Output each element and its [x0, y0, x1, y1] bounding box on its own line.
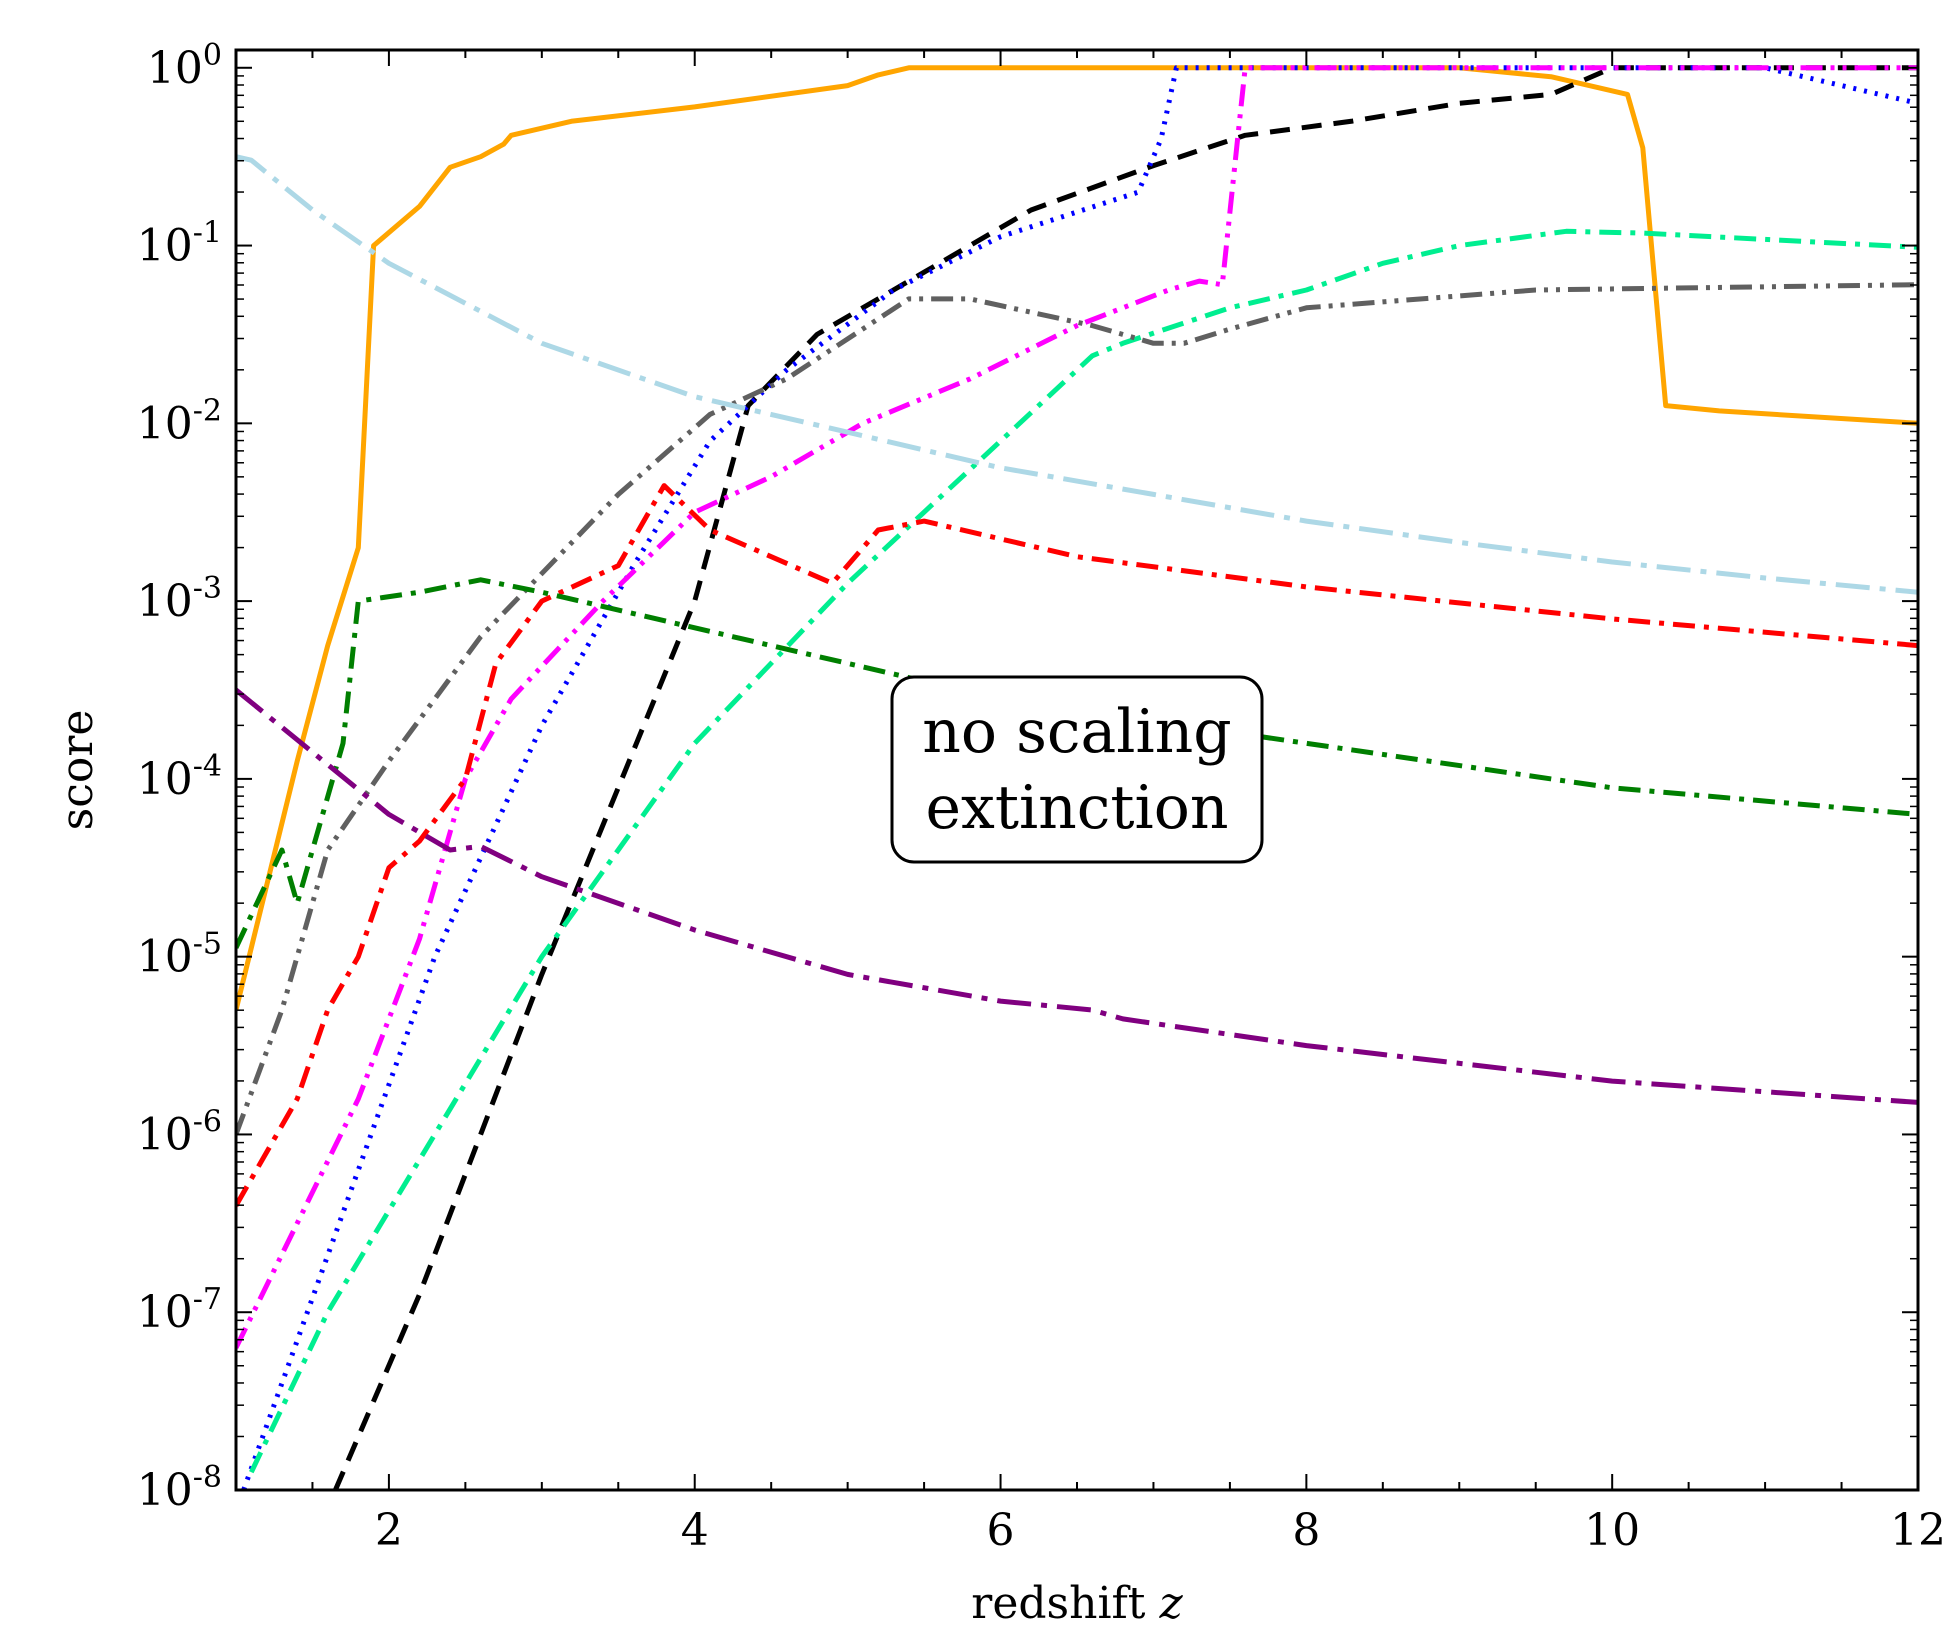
series-line-magenta-dashdotdot — [236, 65, 1918, 1349]
annotation-line-1: no scaling — [922, 697, 1231, 767]
y-tick-label: 10-3 — [137, 571, 222, 627]
x-tick-label: 6 — [987, 1505, 1015, 1556]
series-line-green-dashdot — [236, 577, 1918, 949]
annotation-frame — [890, 675, 1264, 864]
y-tick-label: 10-5 — [137, 927, 222, 983]
plot-frame — [234, 48, 1920, 1492]
y-tick-label: 10-2 — [137, 393, 222, 449]
series-line-gray-dashdotdot — [236, 282, 1918, 1136]
y-tick-label: 10-1 — [137, 216, 222, 272]
series-line-red-dashdot — [236, 483, 1918, 1207]
y-axis-label: score — [52, 710, 103, 831]
y-tick-label: 10-7 — [137, 1282, 222, 1338]
series-line-orange-solid — [236, 65, 1918, 1011]
annotation-box: no scaling extinction — [890, 675, 1264, 864]
y-tick-label: 10-6 — [137, 1104, 222, 1160]
series-line-black-dashed — [333, 65, 1918, 1490]
x-tick-label: 12 — [1890, 1505, 1946, 1556]
x-tick-label: 4 — [681, 1505, 709, 1556]
annotation-line-2: extinction — [926, 773, 1229, 843]
x-tick-label: 8 — [1292, 1505, 1320, 1556]
x-tick-label: 2 — [375, 1505, 403, 1556]
series-line-lightblue-longdashdot — [236, 154, 1918, 595]
series-line-purple-longdashdot — [236, 688, 1918, 1105]
series-line-springgreen-dashdot — [249, 228, 1918, 1474]
y-tick-label: 10-4 — [137, 749, 222, 805]
x-tick-label: 10 — [1584, 1505, 1640, 1556]
series-layer — [236, 65, 1918, 1490]
y-tick-label: 100 — [147, 38, 222, 94]
series-line-blue-dotted — [241, 65, 1918, 1490]
y-tick-label: 10-8 — [137, 1460, 222, 1516]
x-axis-label: redshift z — [971, 1578, 1183, 1629]
